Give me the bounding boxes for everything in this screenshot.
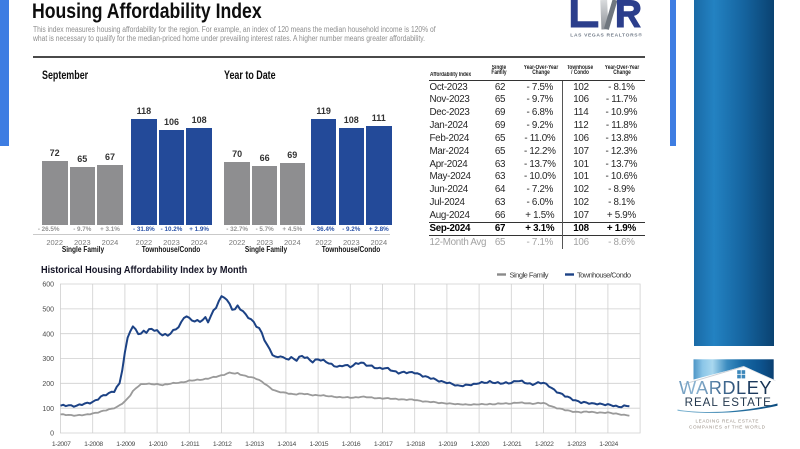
svg-text:1-2015: 1-2015 — [310, 441, 329, 448]
svg-text:1-2019: 1-2019 — [438, 441, 457, 448]
svg-text:1-2024: 1-2024 — [599, 441, 618, 448]
svg-text:1-2022: 1-2022 — [535, 441, 554, 448]
svg-text:1-2021: 1-2021 — [503, 441, 522, 448]
svg-text:500: 500 — [42, 307, 54, 314]
svg-text:300: 300 — [42, 356, 54, 363]
svg-text:REAL ESTATE: REAL ESTATE — [685, 396, 771, 409]
svg-text:1-2020: 1-2020 — [471, 441, 490, 448]
svg-text:1-2023: 1-2023 — [567, 441, 586, 448]
svg-text:LEADING REAL ESTATE: LEADING REAL ESTATE — [696, 419, 759, 424]
svg-text:1-2009: 1-2009 — [116, 441, 135, 448]
svg-text:1-2016: 1-2016 — [342, 441, 361, 448]
svg-text:LAS VEGAS REALTORS®: LAS VEGAS REALTORS® — [570, 31, 642, 38]
svg-text:400: 400 — [42, 331, 54, 338]
svg-text:1-2011: 1-2011 — [181, 441, 200, 448]
svg-text:Townhouse/Condo: Townhouse/Condo — [577, 270, 631, 279]
svg-text:WARDLEY: WARDLEY — [679, 378, 772, 398]
svg-text:1-2008: 1-2008 — [84, 441, 103, 448]
svg-text:100: 100 — [42, 406, 54, 413]
svg-text:200: 200 — [42, 381, 54, 388]
svg-text:1-2017: 1-2017 — [374, 441, 393, 448]
svg-text:1-2018: 1-2018 — [406, 441, 425, 448]
svg-text:COMPANIES of THE WORLD: COMPANIES of THE WORLD — [689, 424, 766, 429]
svg-text:1-2014: 1-2014 — [277, 441, 296, 448]
svg-text:1-2007: 1-2007 — [52, 441, 71, 448]
svg-text:600: 600 — [42, 282, 54, 289]
svg-text:1-2010: 1-2010 — [149, 441, 168, 448]
svg-text:0: 0 — [50, 431, 54, 438]
svg-text:1-2012: 1-2012 — [213, 441, 232, 448]
svg-text:Single Family: Single Family — [510, 270, 549, 279]
svg-text:1-2013: 1-2013 — [245, 441, 264, 448]
